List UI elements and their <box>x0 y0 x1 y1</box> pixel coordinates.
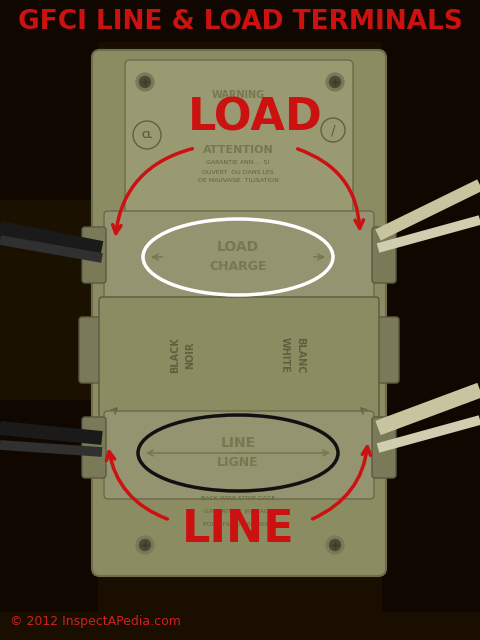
FancyBboxPatch shape <box>104 211 374 304</box>
Text: ATTENTION: ATTENTION <box>203 145 274 155</box>
Text: LOAD: LOAD <box>188 97 323 140</box>
FancyBboxPatch shape <box>99 297 379 418</box>
FancyBboxPatch shape <box>372 417 396 478</box>
Text: OUVERT  OU DANS LES: OUVERT OU DANS LES <box>202 170 274 175</box>
Text: © 2012 InspectAPedia.com: © 2012 InspectAPedia.com <box>10 616 181 628</box>
Circle shape <box>326 536 344 554</box>
FancyBboxPatch shape <box>372 227 396 283</box>
FancyBboxPatch shape <box>125 60 353 215</box>
Text: CHARGE: CHARGE <box>209 260 267 273</box>
FancyBboxPatch shape <box>82 227 106 283</box>
Text: GABARIT DE JAUGAGE: GABARIT DE JAUGAGE <box>204 509 272 515</box>
FancyBboxPatch shape <box>92 50 386 576</box>
Text: POUR FILAGE ARRIERE: POUR FILAGE ARRIERE <box>203 522 273 527</box>
Circle shape <box>326 73 344 91</box>
Text: NOIR: NOIR <box>185 341 195 369</box>
Circle shape <box>136 536 154 554</box>
Text: LINE: LINE <box>220 436 255 450</box>
Text: WHITE: WHITE <box>280 337 290 373</box>
Text: LINE: LINE <box>181 509 294 552</box>
Circle shape <box>136 73 154 91</box>
FancyBboxPatch shape <box>104 411 374 499</box>
FancyBboxPatch shape <box>371 317 399 383</box>
Bar <box>382 42 480 612</box>
Text: /: / <box>331 123 336 137</box>
Text: BLACK: BLACK <box>170 337 180 373</box>
Text: GARANTIE ANN...  SI: GARANTIE ANN... SI <box>206 161 270 166</box>
FancyBboxPatch shape <box>82 417 106 478</box>
Text: BLANC: BLANC <box>295 337 305 373</box>
Text: LOAD: LOAD <box>217 240 259 254</box>
Text: GFCI LINE & LOAD TERMINALS: GFCI LINE & LOAD TERMINALS <box>18 9 462 35</box>
Circle shape <box>140 540 151 550</box>
Bar <box>0 0 480 42</box>
Bar <box>0 42 98 612</box>
Text: LIGNE: LIGNE <box>217 456 259 470</box>
Circle shape <box>140 77 151 88</box>
Text: DE MAUVAISE  TILISATION: DE MAUVAISE TILISATION <box>197 179 278 184</box>
Circle shape <box>329 77 340 88</box>
Circle shape <box>329 540 340 550</box>
Bar <box>0 200 100 400</box>
Text: WARNING: WARNING <box>211 90 264 100</box>
FancyBboxPatch shape <box>79 317 107 383</box>
Text: BACK WIRE STRIP GAGE: BACK WIRE STRIP GAGE <box>201 495 275 500</box>
Text: CL: CL <box>141 131 153 140</box>
